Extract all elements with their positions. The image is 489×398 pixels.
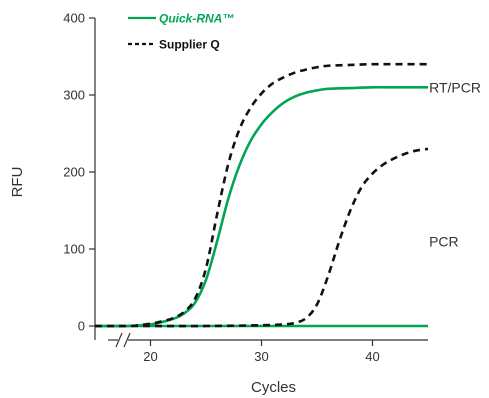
- x-tick-label: 30: [254, 349, 268, 364]
- x-tick-label: 40: [365, 349, 379, 364]
- axis-break-mark-1: [115, 332, 123, 348]
- y-tick-label: 200: [63, 165, 85, 180]
- x-tick-label: 20: [143, 349, 157, 364]
- annotations: RT/PCR PCR: [429, 79, 481, 249]
- axes: [94, 18, 428, 348]
- legend: Quick-RNA™ Supplier Q: [128, 12, 234, 52]
- annotation-rtpcr: RT/PCR: [429, 79, 481, 95]
- series-line-rtpcr-quick-rna: [94, 85, 428, 328]
- y-tick-label: 300: [63, 88, 85, 103]
- series-layer: [94, 62, 429, 328]
- ticks: 0 100 200 300 400 20 30 40: [63, 11, 379, 365]
- series-line-pcr-supplier-q: [95, 147, 429, 328]
- axis-break-mark-2: [123, 332, 131, 348]
- annotation-pcr: PCR: [429, 233, 459, 249]
- y-tick-label: 100: [63, 242, 85, 257]
- y-tick-label: 0: [78, 319, 85, 334]
- legend-label-supplier-q: Supplier Q: [159, 38, 220, 52]
- y-axis-label: RFU: [9, 167, 26, 198]
- legend-label-quick-rna: Quick-RNA™: [159, 12, 234, 26]
- y-tick-label: 400: [63, 11, 85, 26]
- x-axis-label: Cycles: [251, 379, 296, 396]
- series-line-rtpcr-supplier-q: [94, 62, 428, 328]
